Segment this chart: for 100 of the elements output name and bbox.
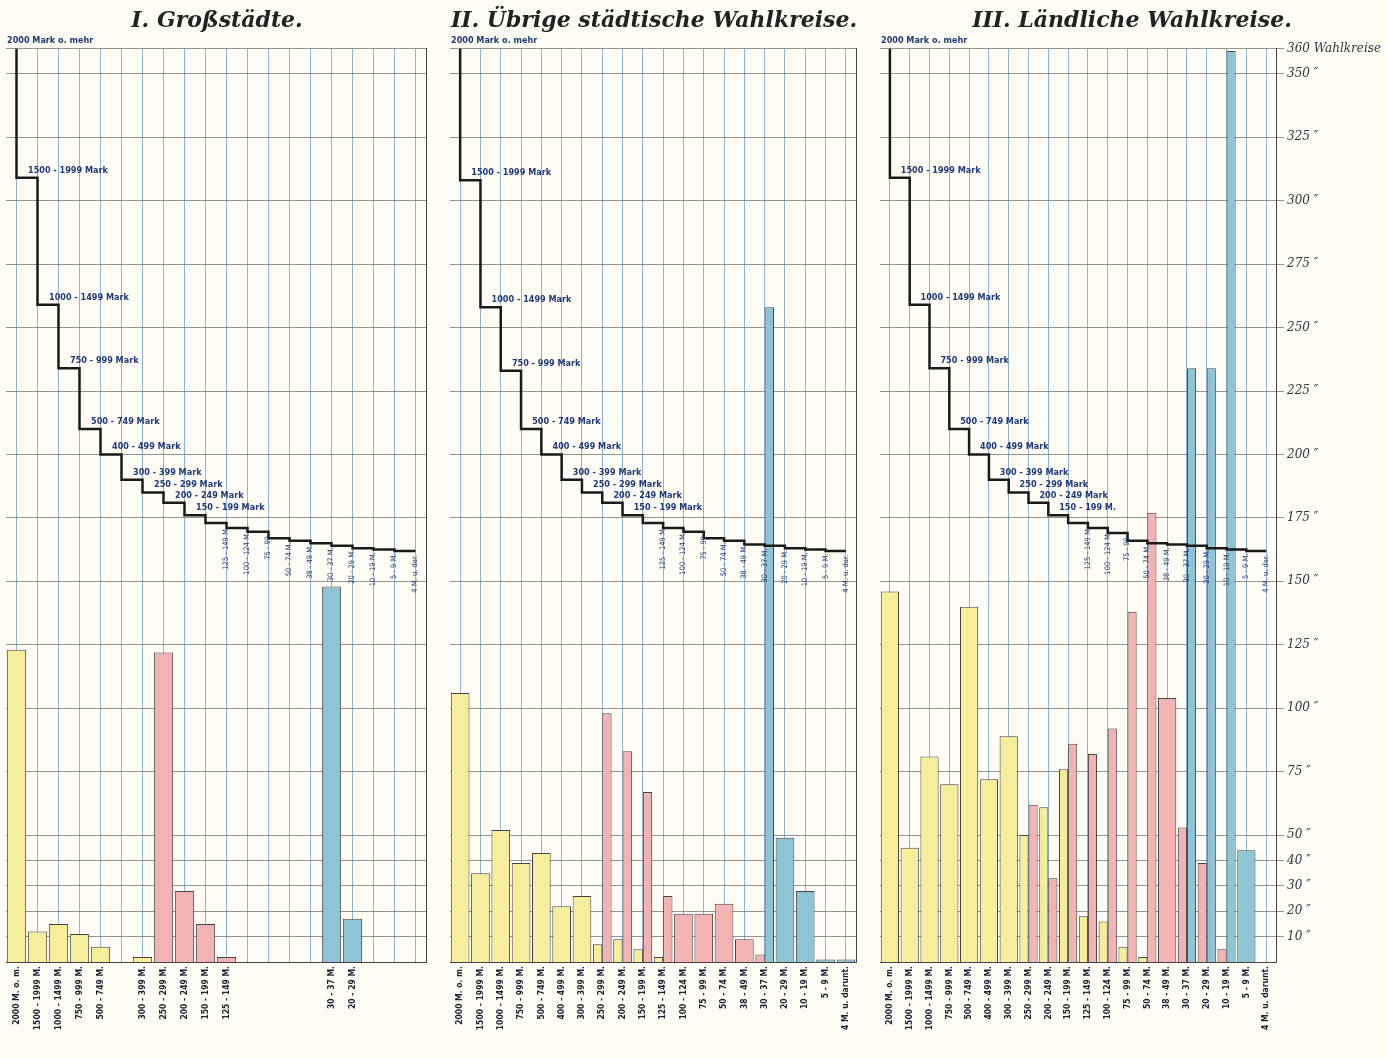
- x-tick-label: 500 - 749 M.: [94, 965, 105, 1020]
- x-tick-label: 50 - 74 M.: [1141, 965, 1152, 1009]
- x-tick-label: 250 - 299 M.: [596, 965, 607, 1020]
- x-tick-label: 4 M. u. darunt.: [1260, 965, 1271, 1031]
- x-tick-label: 300 - 399 M.: [136, 965, 147, 1020]
- y-tick-label: 75 ″: [1287, 763, 1312, 778]
- x-tick-label: 100 - 124 M.: [677, 965, 688, 1020]
- annotation: 500 - 749 Mark: [91, 415, 161, 426]
- annotation: 1500 - 1999 Mark: [28, 164, 109, 175]
- annotation: 200 - 249 Mark: [1039, 489, 1109, 500]
- annotation: 150 - 199 Mark: [196, 502, 266, 513]
- x-tick-label: 30 - 37 M.: [758, 965, 769, 1009]
- y-tick-label: 50 ″: [1287, 827, 1312, 842]
- x-tick-label: 1000 - 1499 M.: [923, 965, 934, 1031]
- x-tick-label: 250 - 299 M.: [1022, 965, 1033, 1020]
- y-tick-label: 300 ″: [1287, 192, 1319, 207]
- x-tick-label: 20 - 29 M.: [346, 965, 357, 1009]
- annotation: 200 - 249 Mark: [175, 489, 245, 500]
- x-tick-label: 200 - 249 M.: [178, 965, 189, 1020]
- x-tick-label: 20 - 29 M.: [1200, 965, 1211, 1009]
- x-tick-label: 750 - 999 M.: [943, 965, 954, 1020]
- y-tick-label: 10 ″: [1287, 928, 1312, 943]
- x-tick-label: 38 - 49 M.: [1161, 965, 1172, 1009]
- x-tick-label: 400 - 499 M.: [983, 965, 994, 1020]
- x-tick-label: 125 - 149 M.: [1082, 965, 1093, 1020]
- x-tick-label: 125 - 149 M.: [220, 965, 231, 1020]
- annotation: 300 - 399 Mark: [133, 466, 203, 477]
- annotation: 250 - 299 Mark: [593, 479, 663, 490]
- annotation: 250 - 299 Mark: [154, 479, 224, 490]
- x-tick-label: 2000 M. o. m.: [10, 965, 21, 1025]
- x-tick-label: 20 - 29 M.: [779, 965, 790, 1009]
- x-tick-label: 500 - 749 M.: [963, 965, 974, 1020]
- annotation: 150 - 199 M.: [1059, 502, 1116, 513]
- x-tick-label: 150 - 199 M.: [199, 965, 210, 1020]
- annotation: 750 - 999 Mark: [70, 355, 140, 365]
- x-tick-label: 300 - 399 M.: [576, 965, 587, 1020]
- text: 2000 Mark o. mehr: [881, 35, 968, 46]
- text: 2000 Mark o. mehr: [7, 35, 94, 46]
- x-tick-label: 1500 - 1999 M.: [903, 965, 914, 1031]
- x-tick-label: 1000 - 1499 M.: [494, 965, 505, 1031]
- annotation: 400 - 499 Mark: [112, 441, 182, 452]
- annotation: 1500 - 1999 Mark: [900, 164, 982, 175]
- annotation: 750 - 999 Mark: [511, 357, 582, 368]
- y-tick-label: 350 ″: [1287, 65, 1319, 80]
- y-tick-label: 30 ″: [1287, 877, 1312, 892]
- y-tick-label: 225 ″: [1286, 383, 1319, 398]
- annotation: 400 - 499 Mark: [980, 441, 1050, 452]
- annotation: 300 - 399 Mark: [572, 466, 642, 477]
- x-tick-label: 150 - 199 M.: [637, 965, 648, 1020]
- y-tick-label: 150 ″: [1287, 573, 1319, 588]
- x-tick-label: 750 - 999 M.: [515, 965, 526, 1020]
- annotation: 500 - 749 Mark: [532, 415, 602, 426]
- x-tick-label: 750 - 999 M.: [73, 965, 84, 1020]
- annotation: 150 - 199 Mark: [633, 502, 703, 513]
- x-tick-label: 1500 - 1999 M.: [31, 965, 42, 1031]
- annotation: 300 - 399 Mark: [999, 466, 1069, 477]
- x-tick-label: 300 - 399 M.: [1002, 965, 1013, 1020]
- x-tick-label: 38 - 49 M.: [738, 965, 749, 1009]
- annotation: 200 - 249 Mark: [613, 489, 683, 500]
- text: 2000 Mark o. mehr: [451, 35, 538, 46]
- x-tick-label: 5 - 9 M.: [819, 965, 830, 999]
- x-tick-label: 30 - 37 M.: [325, 965, 336, 1009]
- x-tick-label: 10 - 19 M.: [1220, 965, 1231, 1009]
- x-tick-label: 100 - 124 M.: [1101, 965, 1112, 1020]
- annotation: 1000 - 1499 Mark: [49, 291, 130, 302]
- x-tick-label: 500 - 749 M.: [535, 965, 546, 1020]
- chart-title: II. Übrige städtische Wahlkreise.: [449, 4, 858, 32]
- y-tick-label: 175 ″: [1287, 510, 1319, 525]
- chart-title: III. Ländliche Wahlkreise.: [971, 5, 1292, 32]
- x-tick-label: 2000 M. o. m.: [884, 965, 895, 1025]
- x-tick-label: 200 - 249 M.: [616, 965, 627, 1020]
- x-tick-label: 30 - 37 M.: [1181, 965, 1192, 1009]
- x-tick-label: 2000 M. o. m.: [454, 965, 465, 1025]
- y-tick-label: 100 ″: [1287, 700, 1319, 715]
- y-tick-label: 360 Wahlkreise: [1287, 40, 1381, 55]
- x-tick-label: 1000 - 1499 M.: [52, 965, 63, 1031]
- x-tick-label: 1500 - 1999 M.: [474, 965, 485, 1031]
- annotation: 500 - 749 Mark: [960, 415, 1030, 426]
- chart-title: I. Großstädte.: [130, 5, 303, 32]
- y-tick-label: 200 ″: [1286, 446, 1319, 461]
- annotation: 250 - 299 Mark: [1019, 479, 1089, 490]
- annotation: 1500 - 1999 Mark: [471, 167, 552, 178]
- y-tick-label: 20 ″: [1286, 903, 1312, 918]
- x-tick-label: 125 - 149 M.: [657, 965, 668, 1020]
- x-tick-label: 10 - 19 M.: [799, 965, 810, 1009]
- x-tick-label: 200 - 249 M.: [1042, 965, 1053, 1020]
- y-tick-label: 250 ″: [1286, 319, 1319, 334]
- annotation: 750 - 999 Mark: [940, 355, 1010, 365]
- x-tick-label: 5 - 9 M.: [1240, 965, 1251, 999]
- x-tick-label: 75 - 99 M.: [697, 965, 708, 1009]
- x-tick-label: 4 M. u. darunt.: [840, 965, 851, 1031]
- x-tick-label: 400 - 499 M.: [555, 965, 566, 1020]
- y-tick-label: 325 ″: [1287, 129, 1319, 144]
- y-tick-label: 40 ″: [1286, 852, 1312, 867]
- x-tick-label: 50 - 74 M.: [718, 965, 729, 1009]
- y-tick-label: 275 ″: [1286, 256, 1319, 271]
- x-tick-label: 75 - 99 M.: [1121, 965, 1132, 1009]
- x-tick-label: 250 - 299 M.: [157, 965, 168, 1020]
- annotation: 400 - 499 Mark: [552, 441, 622, 452]
- y-tick-label: 125 ″: [1287, 636, 1319, 651]
